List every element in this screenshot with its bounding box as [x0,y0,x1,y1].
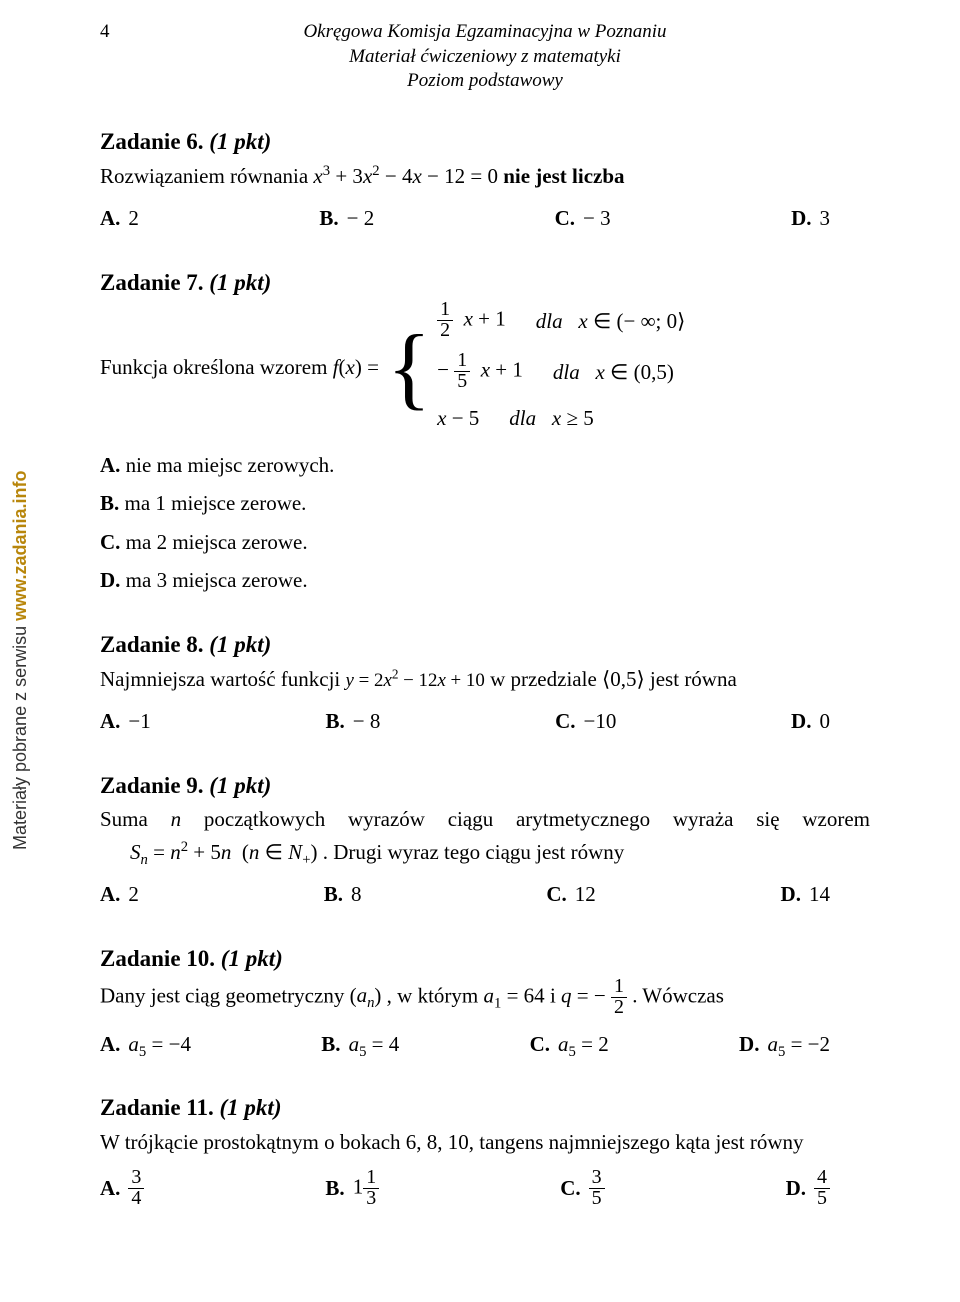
task-9-opt-b: B.8 [324,878,362,911]
side-watermark-text: Materiały pobrane z serwisu [10,621,30,850]
task-6-opt-d: D.3 [791,202,830,235]
task-9-options: A.2 B.8 C.12 D.14 [100,878,870,911]
task-9-title: Zadanie 9. (1 pkt) [100,773,271,798]
task-8-body: Najmniejsza wartość funkcji y = 2x2 − 12… [100,663,870,696]
task-6-opt-c: C.− 3 [555,202,611,235]
header-line-3: Poziom podstawowy [100,69,870,94]
task-7-opt-d: D. ma 3 miejsca zerowe. [100,564,870,597]
task-8-opt-b: B.− 8 [325,705,380,738]
page-number: 4 [100,20,110,45]
task-6-opt-a: A.2 [100,202,139,235]
task-7-opt-b: B. ma 1 miejsce zerowe. [100,487,870,520]
task-6-body: Rozwiązaniem równania x3 + 3x2 − 4x − 12… [100,160,870,193]
header-line-2: Materiał ćwiczeniowy z matematyki [100,45,870,70]
header: 4 Okręgowa Komisja Egzaminacyjna w Pozna… [100,20,870,94]
task-8-title: Zadanie 8. (1 pkt) [100,632,271,657]
task-11-title: Zadanie 11. (1 pkt) [100,1095,281,1120]
task-11-opt-d: D. 45 [786,1168,830,1209]
piecewise-icon: { 12 x + 1 dla x ∈ (− ∞; 0⟩ − 15 [387,300,685,434]
task-6-opt-b: B.− 2 [319,202,374,235]
task-9-opt-a: A.2 [100,878,139,911]
task-7-opt-a: A. nie ma miejsc zerowych. [100,449,870,482]
task-6: Zadanie 6. (1 pkt) Rozwiązaniem równania… [100,124,870,235]
task-11-options: A. 34 B. 113 C. 35 D. 45 [100,1168,870,1209]
header-line-1: Okręgowa Komisja Egzaminacyjna w Poznani… [100,20,870,45]
task-9: Zadanie 9. (1 pkt) Suma n początkowych w… [100,768,870,911]
page: Materiały pobrane z serwisu www.zadania.… [0,0,960,1302]
task-7-body: Funkcja określona wzorem f (x) = { 12 x … [100,300,870,434]
task-10-options: A.a5 = −4 B.a5 = 4 C.a5 = 2 D.a5 = −2 [100,1028,870,1061]
task-7-opt-c: C. ma 2 miejsca zerowe. [100,526,870,559]
task-11-opt-c: C. 35 [560,1168,604,1209]
task-7: Zadanie 7. (1 pkt) Funkcja określona wzo… [100,265,870,597]
task-8-opt-c: C.−10 [555,705,616,738]
task-9-body-l1: Suma n początkowych wyrazów ciągu arytme… [100,803,870,836]
task-8-opt-d: D.0 [791,705,830,738]
task-11: Zadanie 11. (1 pkt) W trójkącie prostoką… [100,1090,870,1209]
task-10-opt-c: C.a5 = 2 [530,1028,609,1061]
task-10-title: Zadanie 10. (1 pkt) [100,946,283,971]
task-6-options: A.2 B.− 2 C.− 3 D.3 [100,202,870,235]
task-11-body: W trójkącie prostokątnym o bokach 6, 8, … [100,1126,870,1159]
side-watermark: Materiały pobrane z serwisu www.zadania.… [10,471,31,850]
side-watermark-domain: www.zadania.info [10,471,30,621]
task-10-opt-a: A.a5 = −4 [100,1028,191,1061]
task-9-opt-c: C.12 [546,878,595,911]
task-9-body-l2: Sn = n2 + 5n (n ∈ N+) . Drugi wyraz tego… [100,836,870,869]
task-10-opt-b: B.a5 = 4 [321,1028,399,1061]
task-7-title: Zadanie 7. (1 pkt) [100,270,271,295]
task-10-opt-d: D.a5 = −2 [739,1028,830,1061]
task-8-options: A.−1 B.− 8 C.−10 D.0 [100,705,870,738]
task-10: Zadanie 10. (1 pkt) Dany jest ciąg geome… [100,941,870,1060]
task-6-title: Zadanie 6. (1 pkt) [100,129,271,154]
task-10-body: Dany jest ciąg geometryczny (an) , w któ… [100,977,870,1018]
task-9-opt-d: D.14 [781,878,830,911]
task-8-opt-a: A.−1 [100,705,151,738]
task-7-options: A. nie ma miejsc zerowych. B. ma 1 miejs… [100,449,870,597]
task-11-opt-b: B. 113 [325,1168,379,1209]
task-11-opt-a: A. 34 [100,1168,144,1209]
task-8: Zadanie 8. (1 pkt) Najmniejsza wartość f… [100,627,870,738]
